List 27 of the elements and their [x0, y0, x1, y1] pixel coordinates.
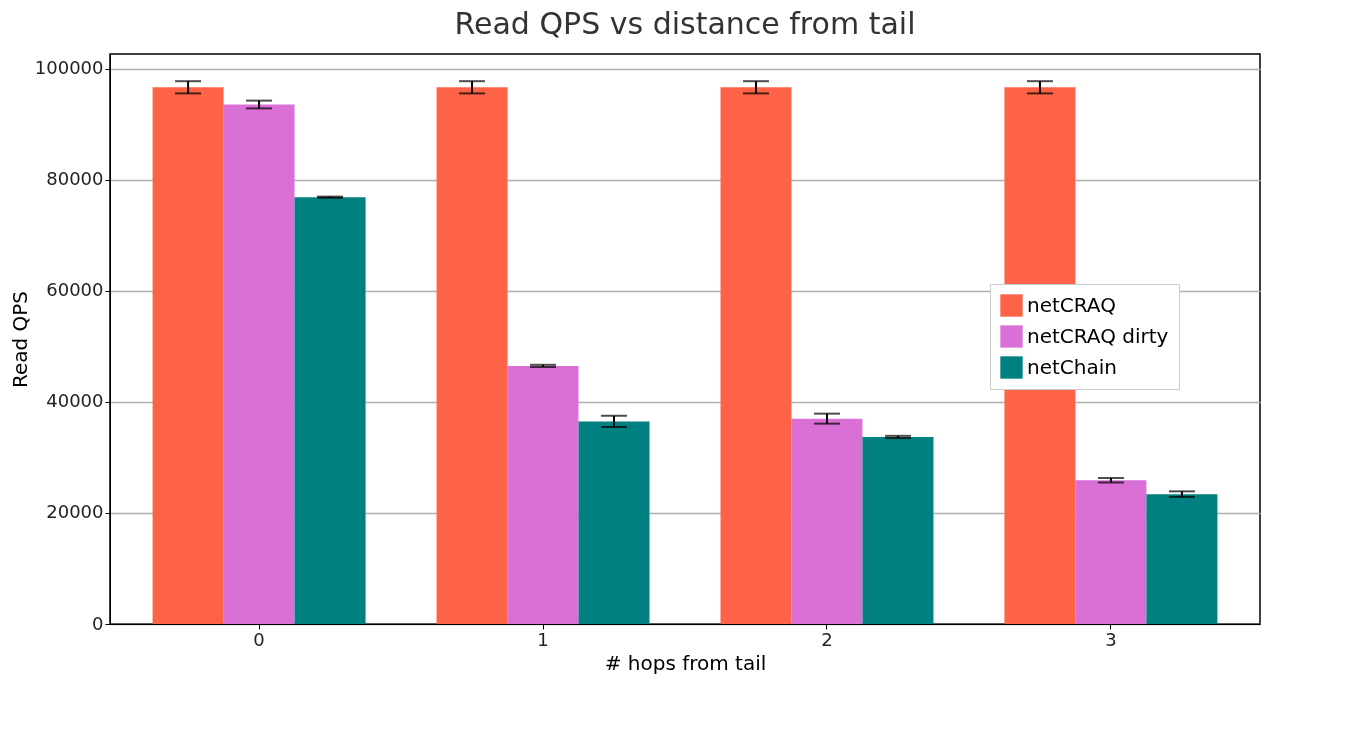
x-tick-label: 0: [253, 628, 265, 650]
bar: [1146, 494, 1218, 624]
x-tick-label: 2: [821, 628, 833, 650]
y-tick-label: 80000: [46, 168, 104, 190]
legend-label: netCRAQ dirty: [1027, 323, 1169, 348]
chart-title: Read QPS vs distance from tail: [454, 6, 916, 41]
bar: [507, 365, 579, 624]
x-axis-title: # hops from tail: [604, 650, 767, 675]
bar: [436, 87, 508, 624]
x-tick-label: 1: [537, 628, 549, 650]
y-tick-label: 60000: [46, 279, 104, 301]
bar: [791, 418, 863, 624]
y-tick-label: 0: [92, 612, 104, 634]
bar: [578, 421, 650, 624]
y-tick-label: 40000: [46, 390, 104, 412]
bar: [1075, 480, 1147, 624]
x-tick-label: 3: [1105, 628, 1117, 650]
legend-label: netChain: [1027, 354, 1117, 379]
y-tick-label: 100000: [34, 57, 104, 79]
bar: [294, 197, 366, 624]
bar: [862, 436, 934, 624]
legend-label: netCRAQ: [1027, 292, 1116, 317]
bar: [223, 104, 295, 624]
bar: [152, 87, 224, 624]
y-tick-label: 20000: [46, 501, 104, 523]
bar: [720, 87, 792, 624]
y-axis-title: Read QPS: [7, 290, 32, 389]
